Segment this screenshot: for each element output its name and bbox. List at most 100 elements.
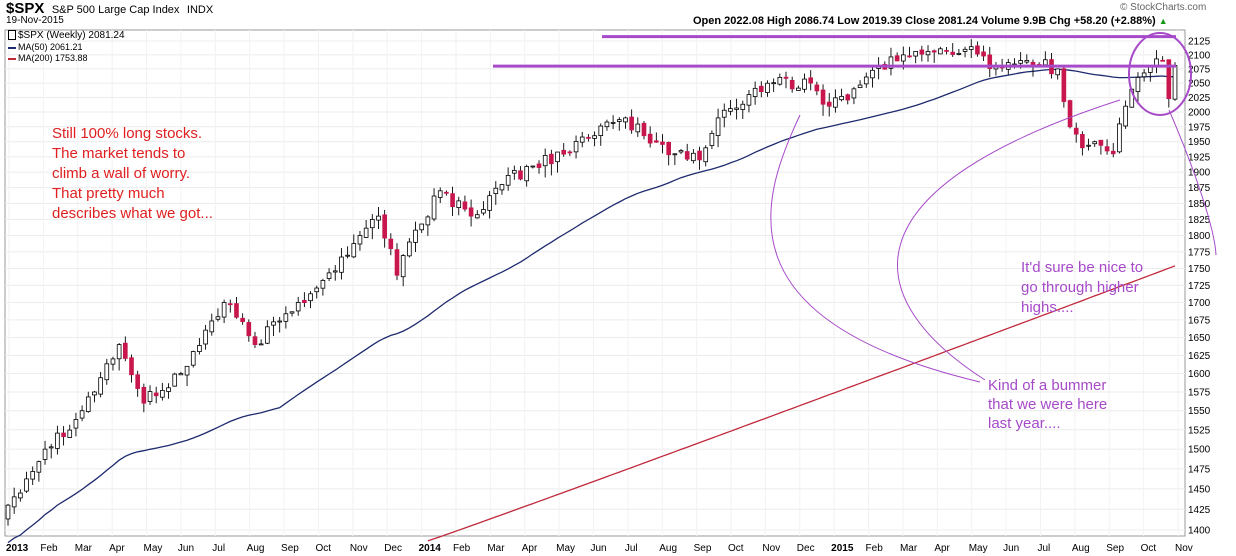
- candle-body: [592, 135, 597, 139]
- y-tick-label: 2050: [1188, 79, 1211, 90]
- candle-body: [660, 141, 665, 145]
- x-tick-label: May: [556, 543, 575, 554]
- candle-body: [851, 88, 857, 99]
- y-tick-label: 1400: [1188, 526, 1211, 537]
- candle-body: [468, 207, 474, 217]
- candle-body: [11, 496, 17, 508]
- candle-body: [913, 50, 918, 57]
- candle-body: [740, 103, 746, 110]
- x-tick-label: Jul: [212, 543, 225, 554]
- x-tick-label: Mar: [487, 543, 505, 554]
- candle-body: [505, 174, 511, 186]
- x-tick-label: Sep: [281, 543, 299, 554]
- y-tick-label: 2100: [1188, 50, 1211, 61]
- candle-body: [709, 132, 715, 146]
- candle-body: [826, 101, 832, 107]
- y-tick-label: 1850: [1188, 199, 1211, 210]
- candle-body: [98, 377, 103, 395]
- candle-body: [190, 351, 196, 366]
- grid: [5, 30, 1185, 536]
- candle-body: [635, 123, 641, 133]
- note-left-line: climb a wall of worry.: [52, 165, 191, 182]
- x-tick-label: Mar: [900, 543, 918, 554]
- x-tick-label: May: [144, 543, 163, 554]
- candle-body: [901, 54, 906, 62]
- credit: © StockCharts.com: [1120, 2, 1207, 13]
- candle-body: [215, 316, 221, 320]
- y-tick-label: 1500: [1188, 445, 1211, 456]
- note-right-bottom-line: last year....: [988, 415, 1061, 432]
- candle-body: [363, 227, 369, 238]
- candle-body: [555, 151, 560, 163]
- candle-body: [444, 191, 449, 194]
- candle-body: [691, 152, 696, 162]
- candle-body: [641, 122, 647, 137]
- y-tick-label: 1600: [1188, 369, 1211, 380]
- candle-body: [92, 391, 97, 396]
- candle-body: [5, 504, 11, 520]
- candle-body: [437, 190, 443, 198]
- y-tick-label: 1950: [1188, 137, 1211, 148]
- candle-body: [604, 121, 610, 128]
- x-tick-label: May: [969, 543, 988, 554]
- candle-body: [789, 79, 795, 90]
- candle-body: [938, 48, 943, 55]
- candle-body: [147, 391, 153, 402]
- y-axis: 1400 1425 1450 1475 1500 1525 1550 1575 1600 1625…: [1188, 37, 1211, 537]
- x-tick-label: Feb: [866, 543, 884, 554]
- candle-body: [413, 229, 418, 243]
- x-tick-label: Oct: [315, 543, 331, 554]
- y-tick-label: 1550: [1188, 406, 1211, 417]
- candle-body: [481, 209, 486, 214]
- candle-body: [703, 147, 709, 163]
- candle-body: [678, 150, 684, 153]
- x-tick-label: Jun: [178, 543, 194, 554]
- candle-body: [783, 76, 789, 79]
- candle-body: [857, 84, 863, 89]
- ma200-line: [427, 265, 1176, 542]
- note-right-top-line: It'd sure be nice to: [1021, 259, 1144, 276]
- candle-body: [431, 195, 437, 220]
- candle-body: [252, 336, 258, 345]
- candle-body: [332, 270, 338, 273]
- candle-body: [1092, 141, 1098, 145]
- x-tick-label: Mar: [75, 543, 93, 554]
- overlay-annotations: [493, 32, 1217, 383]
- x-tick-label: Jul: [625, 543, 638, 554]
- up-arrow-icon: ▲: [1158, 16, 1168, 26]
- candle-body: [18, 492, 23, 499]
- x-tick-label: Feb: [40, 543, 58, 554]
- candle-body: [376, 215, 381, 221]
- y-tick-label: 1775: [1188, 247, 1211, 258]
- candle-body: [153, 392, 159, 397]
- candle-body: [968, 46, 974, 50]
- y-tick-label: 1925: [1188, 152, 1211, 163]
- candle-body: [1104, 146, 1110, 152]
- y-tick-label: 2125: [1188, 37, 1211, 48]
- y-tick-label: 1475: [1188, 464, 1211, 475]
- candle-body: [277, 320, 282, 323]
- candle-body: [160, 390, 165, 398]
- y-tick-label: 1900: [1188, 168, 1211, 179]
- candle-body: [1018, 60, 1023, 64]
- candle-body: [1073, 127, 1079, 135]
- y-tick-label: 2025: [1188, 93, 1211, 104]
- candle-body: [623, 117, 628, 123]
- candle-body: [950, 51, 956, 55]
- x-tick-label: Aug: [1072, 543, 1090, 554]
- candle-body: [524, 166, 529, 182]
- y-tick-label: 1825: [1188, 215, 1211, 226]
- note-right-bottom-line: that we were here: [988, 396, 1108, 413]
- candle-body: [487, 195, 492, 211]
- x-axis: 2013 Feb Mar Apr May Jun Jul Aug Sep Oct Nov Dec 201…: [6, 543, 1193, 554]
- candle-body: [351, 243, 357, 258]
- candle-body: [573, 140, 579, 153]
- note-left-line: The market tends to: [52, 145, 186, 162]
- y-tick-label: 1800: [1188, 231, 1211, 242]
- candle-body: [888, 56, 894, 69]
- candle-legend-icon: [8, 30, 16, 41]
- highlight-circle: [1128, 32, 1192, 116]
- x-tick-label: Sep: [694, 543, 712, 554]
- candle-body: [79, 410, 85, 419]
